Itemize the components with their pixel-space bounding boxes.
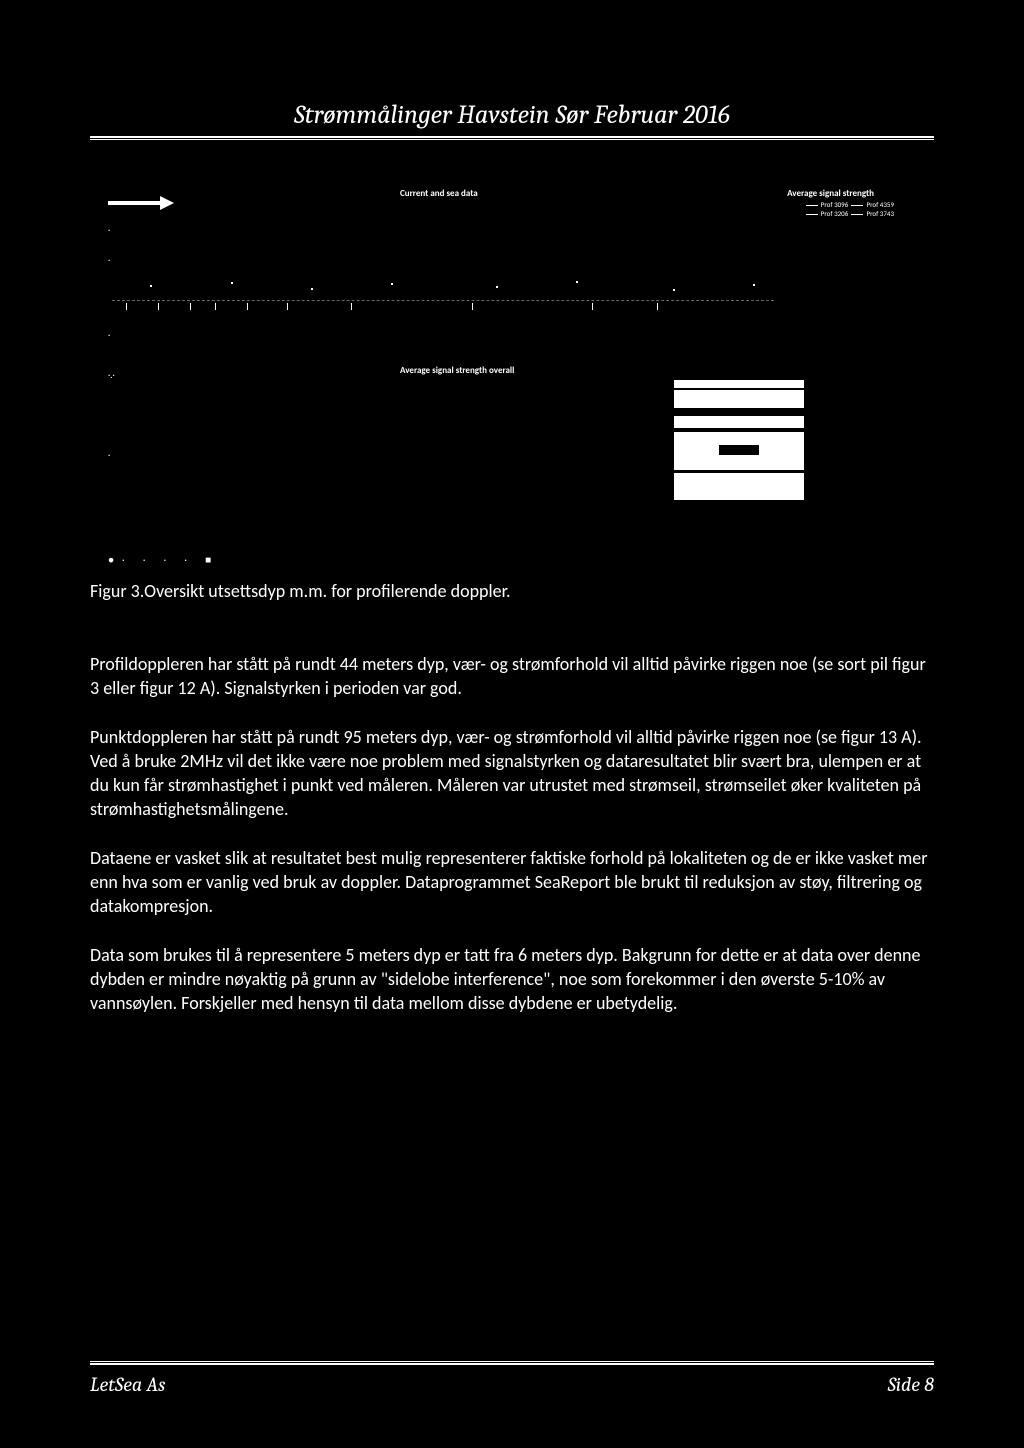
inset-chart-line [674, 408, 804, 416]
chart-legend: Prof 3096 Prof 4359 Prof 3206 Prof 3743 [806, 200, 894, 218]
axis-mark: · [108, 255, 110, 266]
axis-mark: ·.· [108, 370, 115, 381]
page-header-title: Strømmålinger Havstein Sør Februar 2016 [90, 100, 934, 130]
paragraph: Data som brukes til å representere 5 met… [90, 943, 934, 1016]
paragraph: Punktdoppleren har stått på rundt 95 met… [90, 725, 934, 822]
figure-caption: Figur 3.Oversikt utsettsdyp m.m. for pro… [90, 580, 934, 602]
legend-item: Prof 3206 [821, 209, 849, 218]
chart-panel2-title: Average signal strength [787, 188, 874, 199]
legend-item: Prof 3096 [821, 200, 849, 209]
chart-sub-title: Average signal strength overall [400, 365, 514, 376]
header-rule [90, 136, 934, 140]
paragraph: Profildoppleren har stått på rundt 44 me… [90, 652, 934, 701]
inset-chart-block [674, 380, 804, 500]
document-page: Strømmålinger Havstein Sør Februar 2016 … [0, 0, 1024, 1448]
inset-chart-line [674, 388, 804, 390]
footer-page-number: Side 8 [888, 1373, 934, 1396]
footer-author: LetSea As [90, 1373, 165, 1396]
inset-chart-line [719, 445, 759, 455]
axis-mark: · [108, 225, 110, 236]
chart-panel1-title: Current and sea data [400, 188, 478, 199]
body-text: Profildoppleren har stått på rundt 44 me… [90, 652, 934, 1016]
inset-chart-line [674, 428, 804, 432]
trend-line [112, 300, 774, 301]
inset-chart-line [674, 470, 804, 473]
page-footer: LetSea As Side 8 [90, 1361, 934, 1396]
depth-arrow-icon [108, 198, 178, 206]
figure-3-chart: Current and sea data Average signal stre… [90, 170, 934, 570]
scatter-band-upper [110, 280, 914, 310]
legend-item: Prof 3743 [866, 209, 894, 218]
figure-bottom-marks: ●· · · · ■ [108, 553, 219, 566]
axis-mark: · [108, 450, 110, 461]
footer-rule [90, 1361, 934, 1365]
legend-item: Prof 4359 [866, 200, 894, 209]
axis-mark: · [108, 330, 110, 341]
paragraph: Dataene er vasket slik at resultatet bes… [90, 846, 934, 919]
